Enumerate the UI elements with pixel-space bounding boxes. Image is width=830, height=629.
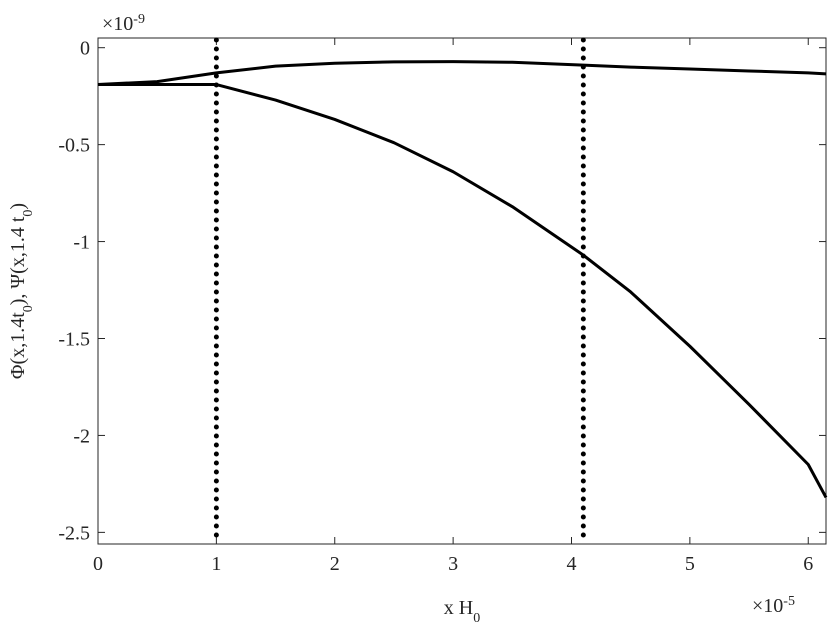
- y-tick-label: -1.5: [58, 328, 90, 350]
- y-axis-label-part: 0: [21, 210, 36, 217]
- x-tick-label: 5: [685, 553, 695, 575]
- multiplier-part: ×10: [752, 595, 783, 617]
- x-axis-label-part: 0: [473, 611, 480, 626]
- multiplier-part: ×10: [102, 13, 133, 35]
- x-tick-label: 4: [566, 553, 576, 575]
- y-axis-label-part: Φ(x,1.4t: [7, 312, 29, 379]
- x-tick-label: 3: [448, 553, 458, 575]
- y-axis-label-part: ): [7, 203, 29, 210]
- y-axis-label-part: 0: [21, 305, 36, 312]
- plot-area: [97, 37, 827, 545]
- y-tick-label: -2.5: [58, 522, 90, 544]
- y-tick-label: -0.5: [58, 135, 90, 157]
- multiplier-part: -9: [133, 12, 145, 27]
- x-axis-label: x H0: [444, 597, 480, 626]
- multiplier-part: -5: [783, 594, 795, 609]
- x-axis-label-part: x H: [444, 597, 473, 619]
- x-tick-label: 0: [93, 553, 103, 575]
- multiplier: ×10-9: [102, 12, 145, 36]
- y-tick-label: 0: [80, 38, 90, 60]
- multiplier: ×10-5: [752, 594, 795, 618]
- x-tick-label: 1: [211, 553, 221, 575]
- y-tick-label: -1: [73, 232, 90, 254]
- y-axis-label: Φ(x,1.4t0), Ψ(x,1.4 t0): [7, 203, 36, 379]
- x-tick-label: 2: [330, 553, 340, 575]
- curve: [98, 83, 828, 499]
- y-tick-label: -2: [73, 425, 90, 447]
- curve: [97, 60, 827, 87]
- y-axis-label-part: ), Ψ(x,1.4 t: [7, 216, 29, 305]
- x-tick-label: 6: [803, 553, 813, 575]
